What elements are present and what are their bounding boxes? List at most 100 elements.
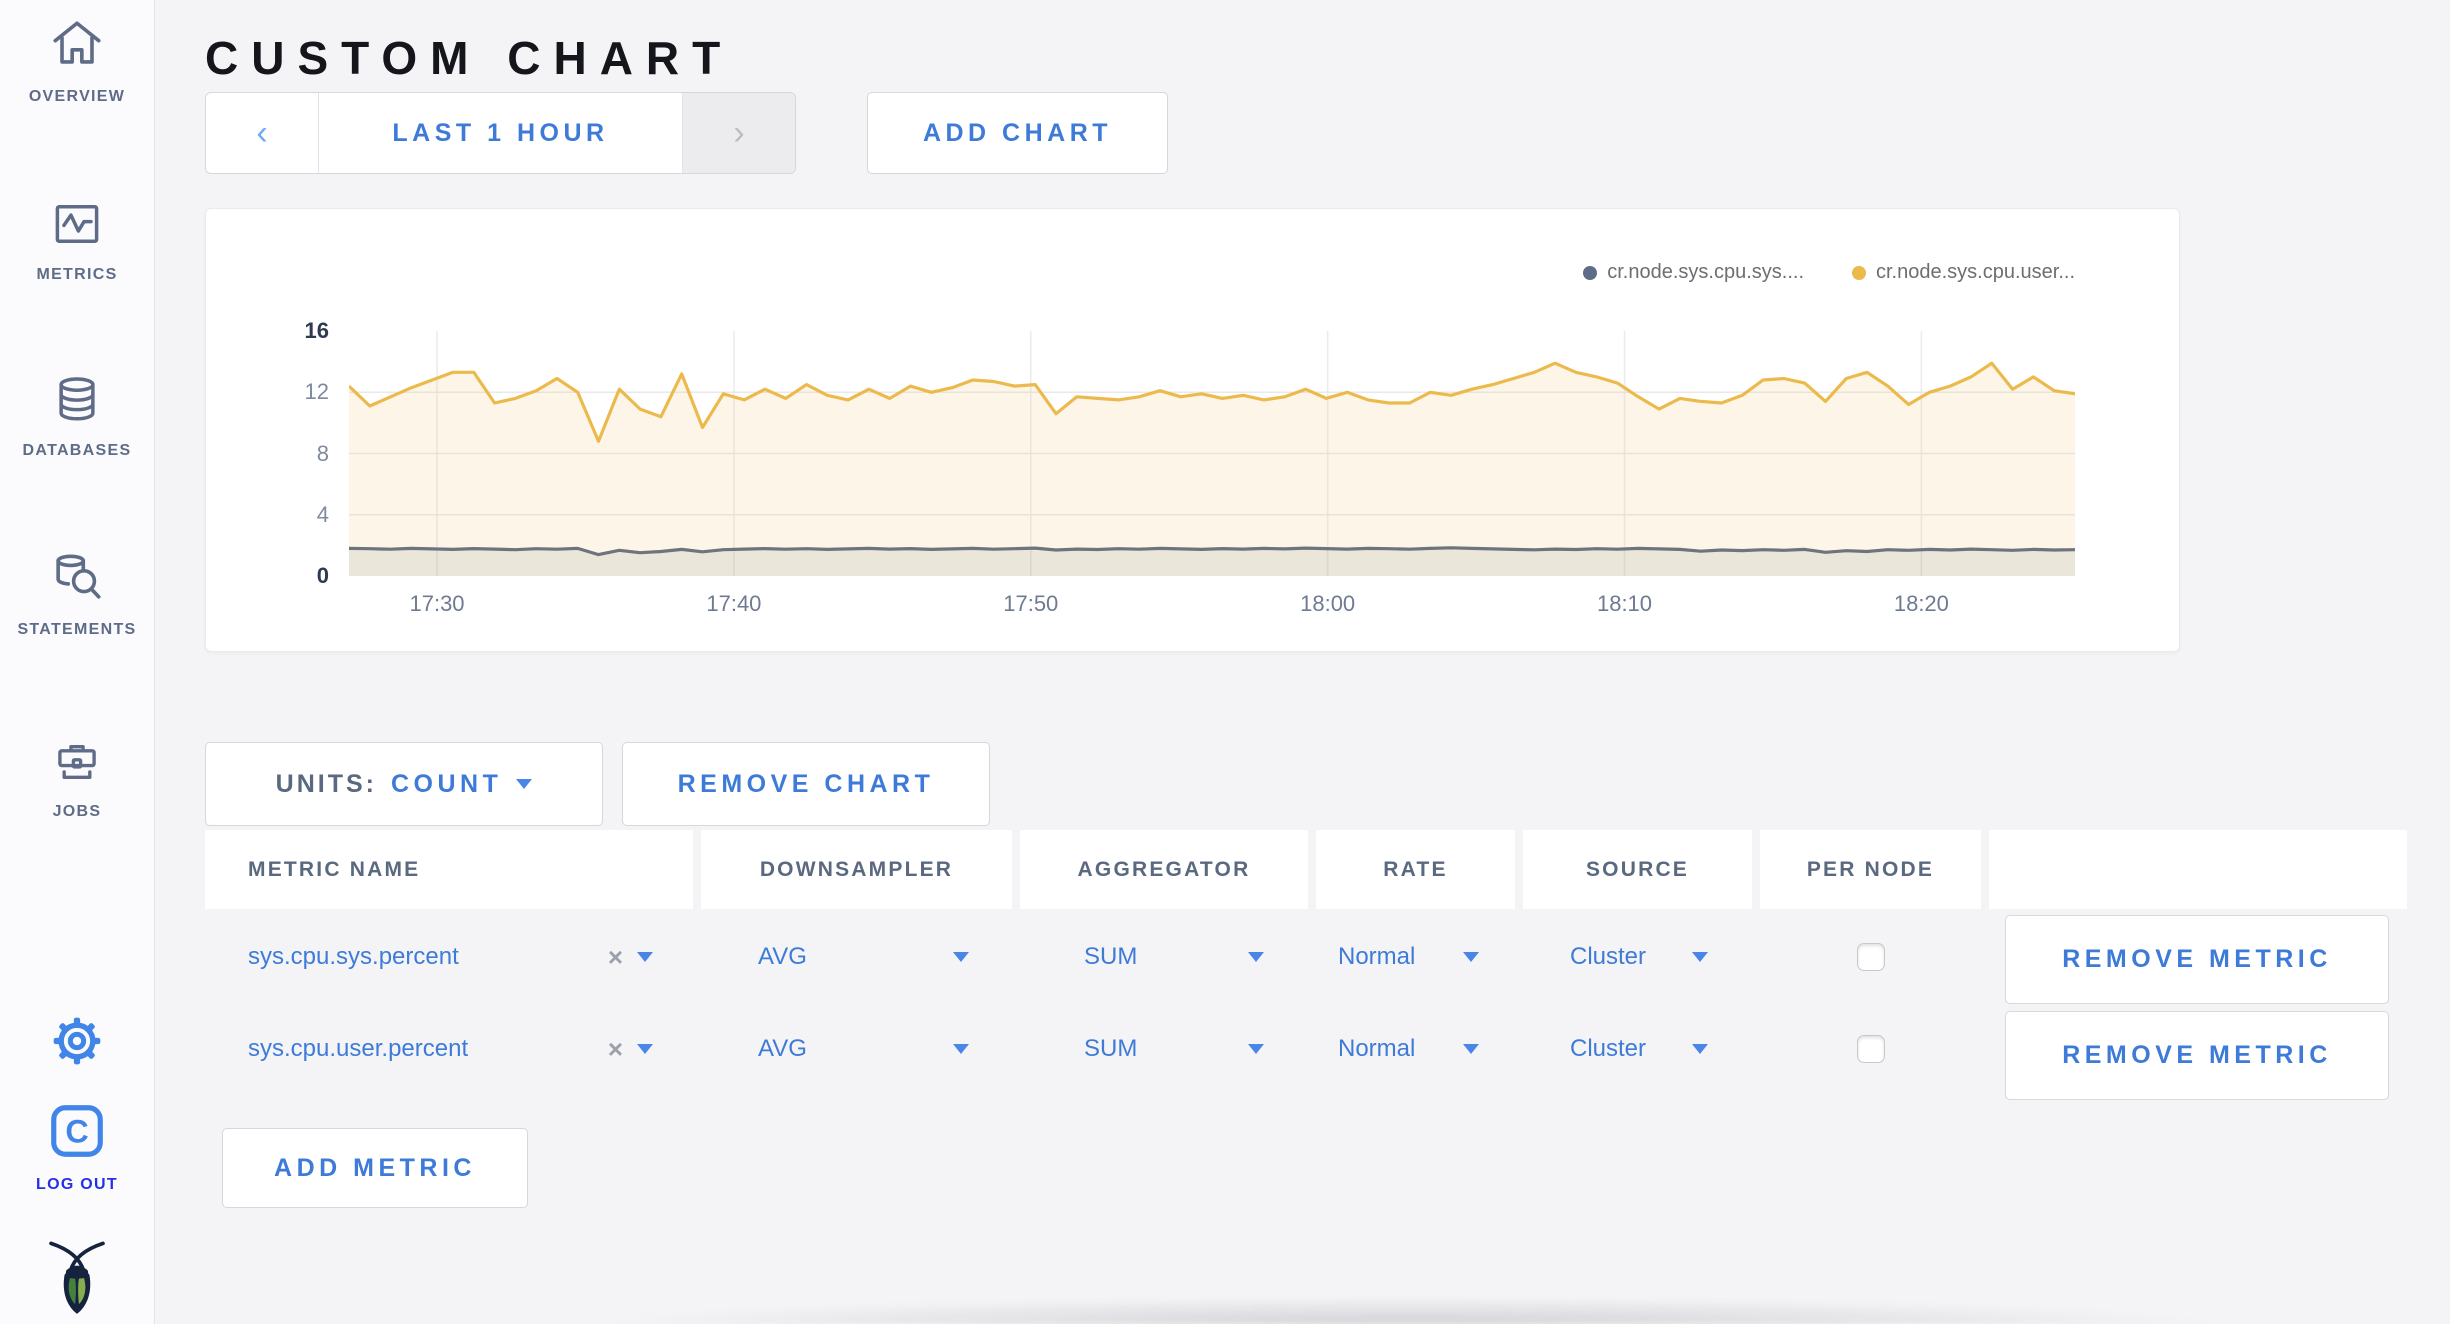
- col-header-aggregator: AGGREGATOR: [1020, 830, 1308, 909]
- source-select[interactable]: Cluster: [1523, 918, 1752, 996]
- units-dropdown[interactable]: UNITS: COUNT: [205, 742, 603, 826]
- per-node-checkbox[interactable]: [1856, 1035, 1885, 1063]
- y-tick-label: 16: [304, 318, 329, 343]
- metrics-icon: [49, 196, 105, 257]
- y-tick-label: 8: [316, 440, 329, 466]
- legend-item[interactable]: cr.node.sys.cpu.user...: [1852, 261, 2075, 284]
- add-chart-button[interactable]: ADD CHART: [867, 92, 1168, 174]
- chevron-down-icon: [516, 779, 533, 789]
- sidebar-item-label: OVERVIEW: [28, 88, 126, 105]
- scroll-shadow: [570, 1296, 2250, 1324]
- col-header-actions: [1989, 830, 2407, 909]
- metric-name-dropdown[interactable]: sys.cpu.sys.percent: [248, 943, 459, 970]
- database-icon: [49, 372, 105, 433]
- chevron-down-icon: [953, 952, 969, 962]
- y-axis-labels: 16 12 8 4 0: [206, 318, 339, 588]
- x-tick-label: 17:40: [706, 591, 762, 616]
- col-header-metric-name: METRIC NAME: [205, 830, 693, 909]
- chevron-down-icon: [1692, 1044, 1708, 1054]
- time-window-selector: ‹ LAST 1 HOUR ›: [205, 92, 796, 174]
- col-header-source: SOURCE: [1523, 830, 1752, 909]
- sidebar-item-metrics[interactable]: METRICS: [0, 196, 154, 284]
- metric-row: sys.cpu.sys.percent ×: [205, 918, 693, 996]
- per-node-checkbox[interactable]: [1856, 943, 1885, 971]
- chevron-down-icon: [953, 1044, 969, 1054]
- y-tick-label: 0: [316, 563, 329, 588]
- gear-icon: [52, 1016, 102, 1071]
- x-tick-label: 18:00: [1300, 591, 1356, 616]
- chevron-down-icon: [1248, 1044, 1264, 1054]
- downsampler-select[interactable]: AVG: [701, 1010, 1012, 1088]
- time-window-dropdown[interactable]: LAST 1 HOUR: [392, 118, 609, 147]
- legend-label: cr.node.sys.cpu.user...: [1876, 261, 2075, 283]
- logout-label: LOG OUT: [36, 1176, 118, 1193]
- home-icon: [48, 16, 106, 79]
- x-tick-label: 18:10: [1596, 591, 1653, 616]
- page-title: CUSTOM CHART: [205, 31, 734, 84]
- chevron-down-icon: [1248, 952, 1264, 962]
- sidebar-item-statements[interactable]: STATEMENTS: [0, 549, 154, 639]
- source-select[interactable]: Cluster: [1523, 1010, 1752, 1088]
- x-axis-labels: 17:30 17:40 17:50 18:00 18:10 18:20: [349, 591, 2075, 625]
- statements-icon: [48, 549, 106, 612]
- chart-legend: cr.node.sys.cpu.sys.... cr.node.sys.cpu.…: [1583, 261, 2075, 284]
- chevron-left-icon: ‹: [256, 113, 268, 152]
- sidebar-item-overview[interactable]: OVERVIEW: [0, 16, 154, 106]
- chevron-down-icon: [1692, 952, 1708, 962]
- chevron-down-icon: [1463, 1044, 1479, 1054]
- settings-button[interactable]: [0, 1016, 154, 1071]
- briefcase-icon: [50, 735, 104, 794]
- x-tick-label: 17:50: [1003, 591, 1059, 616]
- chart-card: cr.node.sys.cpu.sys.... cr.node.sys.cpu.…: [205, 208, 2180, 652]
- time-window-next-button[interactable]: ›: [682, 93, 795, 173]
- timeseries-plot[interactable]: [349, 331, 2075, 576]
- per-node-cell: [1760, 1010, 1981, 1088]
- cockroach-bug-icon: [42, 1238, 112, 1321]
- units-value: COUNT: [390, 769, 503, 798]
- x-tick-label: 17:30: [409, 591, 465, 616]
- legend-label: cr.node.sys.cpu.sys....: [1607, 261, 1804, 283]
- aggregator-select[interactable]: SUM: [1020, 918, 1308, 996]
- clear-metric-button[interactable]: ×: [607, 1033, 623, 1064]
- y-tick-label: 12: [304, 379, 329, 405]
- rate-select[interactable]: Normal: [1316, 1010, 1515, 1088]
- y-tick-label: 4: [316, 501, 329, 527]
- per-node-cell: [1760, 918, 1981, 996]
- sidebar-item-label: METRICS: [36, 266, 118, 283]
- x-tick-label: 18:20: [1893, 591, 1949, 616]
- metric-name-controls: ×: [608, 1034, 653, 1065]
- sidebar-item-label: STATEMENTS: [17, 621, 137, 638]
- metric-name-dropdown[interactable]: sys.cpu.user.percent: [248, 1035, 469, 1062]
- sidebar-item-label: JOBS: [52, 803, 102, 820]
- units-label: UNITS:: [275, 769, 377, 798]
- legend-dot-sys: [1583, 265, 1598, 280]
- metric-name-controls: ×: [608, 942, 653, 973]
- sidebar-item-label: DATABASES: [22, 442, 132, 459]
- legend-dot-user: [1852, 265, 1866, 280]
- sidebar-item-jobs[interactable]: JOBS: [0, 735, 154, 821]
- chevron-right-icon: ›: [733, 113, 745, 152]
- legend-item[interactable]: cr.node.sys.cpu.sys....: [1583, 261, 1804, 284]
- logout-button[interactable]: C LOG OUT: [0, 1100, 154, 1194]
- chevron-down-icon[interactable]: [637, 1044, 653, 1054]
- chevron-down-icon[interactable]: [637, 952, 653, 962]
- downsampler-select[interactable]: AVG: [701, 918, 1012, 996]
- col-header-rate: RATE: [1316, 830, 1515, 909]
- time-window-prev-button[interactable]: ‹: [206, 93, 319, 173]
- svg-text:C: C: [65, 1113, 88, 1149]
- logout-icon: C: [46, 1100, 108, 1167]
- col-header-per-node: PER NODE: [1760, 830, 1981, 909]
- remove-metric-button[interactable]: REMOVE METRIC: [2005, 915, 2389, 1004]
- sidebar: OVERVIEW METRICS DATABASES: [0, 0, 155, 1324]
- clear-metric-button[interactable]: ×: [607, 941, 623, 972]
- rate-select[interactable]: Normal: [1316, 918, 1515, 996]
- metric-row: sys.cpu.user.percent ×: [205, 1010, 693, 1088]
- chevron-down-icon: [1463, 952, 1479, 962]
- add-metric-button[interactable]: ADD METRIC: [222, 1128, 528, 1208]
- remove-metric-button[interactable]: REMOVE METRIC: [2005, 1011, 2389, 1100]
- col-header-downsampler: DOWNSAMPLER: [701, 830, 1012, 909]
- remove-chart-button[interactable]: REMOVE CHART: [622, 742, 990, 826]
- aggregator-select[interactable]: SUM: [1020, 1010, 1308, 1088]
- cockroach-logo: [0, 1238, 154, 1321]
- sidebar-item-databases[interactable]: DATABASES: [0, 372, 154, 460]
